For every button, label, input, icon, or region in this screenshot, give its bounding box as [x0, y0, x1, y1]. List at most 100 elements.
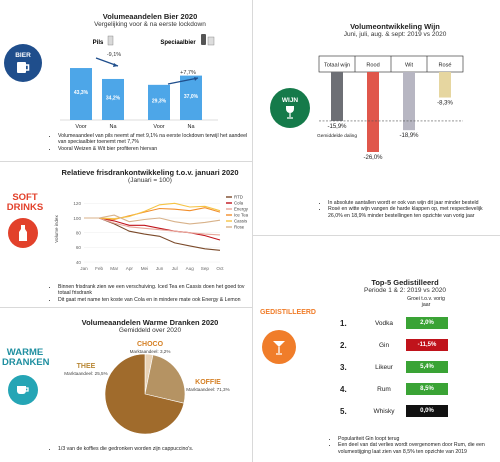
rank-label: 3.	[340, 362, 347, 372]
wine-value-label: -8,3%	[437, 101, 453, 107]
growth-badge: 2,0%	[406, 317, 448, 329]
arrow-head-icon	[113, 63, 118, 67]
pie-slice	[104, 353, 185, 435]
legend-entry: Energy	[234, 207, 249, 212]
warm-label: WARME DRANKEN	[2, 347, 50, 368]
warm-subtitle: Gemiddeld over 2020	[118, 327, 182, 334]
series-line	[84, 214, 221, 225]
gedist-title: Top-5 Gedistilleerd	[371, 278, 439, 287]
gedist-bullet: Een deel van dat verlies wordt overgenom…	[338, 442, 495, 455]
bar	[180, 75, 202, 120]
gedist-label: GEDISTILLEERD	[259, 309, 316, 316]
group-label: Pils	[93, 40, 104, 46]
x-tick-label: Mei	[141, 266, 148, 271]
x-tick-label: Jun	[156, 266, 164, 271]
pils-glass-icon	[107, 35, 114, 46]
growth-badge: -11,5%	[406, 339, 448, 351]
gedist-table: 1. Vodka 2,0% 2. Gin -11,5% 3. Likeur 5,4% 4. Rum 8…	[340, 312, 460, 422]
soft-bullets: Binnen frisdrank zien we een verschuivin…	[50, 284, 248, 303]
wine-category-label: Totaal wijn	[324, 63, 350, 69]
bier-title: Volumeaandelen Bier 2020	[102, 12, 198, 21]
beer-mug-icon: BIER	[4, 44, 42, 82]
x-tick-label: Apr	[126, 266, 134, 271]
legend-entry: Ice Tea	[234, 213, 249, 218]
legend-entry: Cola	[234, 201, 244, 206]
x-tick-label: Feb	[95, 266, 103, 271]
wine-value-label: -26,0%	[363, 155, 383, 161]
wine-category-label: Rosé	[438, 63, 451, 69]
bar	[70, 68, 92, 120]
y-tick-label: 100	[73, 216, 81, 221]
up-arrow-icon	[167, 77, 199, 85]
drink-name: Vodka	[374, 319, 394, 327]
y-axis-label: Volume index	[54, 215, 59, 243]
arrow-head-icon	[194, 77, 198, 81]
wijn-label: WIJN	[281, 97, 299, 104]
bar-value-label: 29,3%	[152, 98, 167, 104]
y-tick-label: 120	[73, 201, 81, 206]
series-line	[84, 217, 221, 241]
beer-bar-chart: 43,3% Voor 34,2% Na 29,3% Voor 37,0% Na Pils Spec…	[60, 34, 218, 130]
wine-bar	[331, 72, 343, 121]
growth-badge: 0,0%	[406, 405, 448, 417]
legend-entry: RTD	[234, 195, 243, 200]
x-tick-label: Mar	[110, 266, 118, 271]
wine-bar	[403, 72, 415, 131]
bier-subtitle: Vergelijking voor & na eerste lockdown	[94, 21, 206, 28]
y-tick-label: 60	[76, 245, 82, 250]
bottle-icon	[201, 34, 206, 45]
pie-category-label: THEE	[77, 363, 96, 370]
mug-glyph-icon	[17, 62, 30, 73]
bier-label: BIER	[15, 52, 31, 59]
bar	[148, 84, 170, 120]
warm-title: Volumeaandelen Warme Dranken 2020	[81, 318, 219, 327]
soft-title: Relatieve frisdrankontwikkeling t.o.v. j…	[61, 168, 239, 177]
bier-bullet: Volumeaandeel van pils neemt af met 9,1%…	[58, 133, 248, 146]
x-tick-label: Aug	[186, 266, 195, 271]
bier-bullets: Volumeaandeel van pils neemt af met 9,1%…	[50, 133, 248, 152]
category-label: Na	[187, 124, 195, 130]
wine-value-label: -15,9%	[327, 124, 347, 130]
bar-value-label: 34,2%	[106, 95, 121, 101]
series-line	[84, 202, 221, 220]
coffee-cup-icon	[8, 375, 38, 405]
pie-category-label: CHOCO	[137, 341, 164, 348]
rank-label: 1.	[340, 318, 347, 328]
gedist-row: 1. Vodka 2,0%	[340, 312, 460, 334]
growth-badge: 5,4%	[406, 361, 448, 373]
pie-share-label: Marktaandeel: 25,5%	[64, 371, 107, 376]
soft-line-chart: 40 60 80 100 120 Jan Feb Mar Apr Mei Jun Jul Aug Sep O…	[54, 195, 249, 271]
bar	[102, 78, 124, 120]
wijn-bullet: In absolute aantallen wordt er ook van w…	[328, 200, 492, 206]
rank-label: 4.	[340, 384, 347, 394]
wijn-subtitle: Juni, juli, aug. & sept: 2019 vs 2020	[343, 31, 447, 38]
pie-category-label: KOFFIE	[195, 379, 221, 386]
wijn-bullet: Rosé en witte wijn vangen de harde klapp…	[328, 206, 492, 219]
wine-category-label: Wit	[405, 63, 414, 69]
bier-bullet: Vooral Weizen & Wit bier profiteren hier…	[58, 146, 248, 152]
legend-entry: Cassis	[234, 219, 248, 224]
warm-bullet: 1/3 van de koffies die gedronken worden …	[58, 446, 248, 452]
drink-name: Likeur	[375, 363, 393, 371]
rank-label: 2.	[340, 340, 347, 350]
soft-bullet: Binnen frisdrank zien we een verschuivin…	[58, 284, 248, 297]
category-label: Voor	[75, 124, 86, 130]
x-tick-label: Oct	[216, 266, 224, 271]
wine-value-label: -18,9%	[399, 133, 419, 139]
drink-name: Rum	[377, 385, 391, 393]
bar-value-label: 43,3%	[74, 90, 89, 96]
group-label: Speciaalbier	[160, 40, 196, 46]
gedist-bullet: Populariteit Gin loopt terug	[338, 436, 495, 442]
gedist-row: 3. Likeur 5,4%	[340, 356, 460, 378]
wine-bar	[367, 72, 379, 152]
cocktail-glass-icon	[262, 330, 296, 364]
wine-bar-chart: Totaal wijn -15,9% Rood -26,0% Wit -18,9% Rosé…	[317, 55, 464, 161]
gedist-column-header: Groei t.o.v. vorig jaar	[407, 296, 445, 308]
gedist-subtitle: Periode 1 & 2: 2019 vs 2020	[363, 287, 447, 294]
soft-bullet: Dit gaat met name ten koste van Cola en …	[58, 297, 248, 303]
change-label: -9,1%	[107, 52, 121, 58]
bier-section	[0, 0, 253, 162]
wijn-title: Volumeontwikkeling Wijn	[350, 22, 440, 31]
bar-value-label: 37,0%	[184, 94, 199, 100]
